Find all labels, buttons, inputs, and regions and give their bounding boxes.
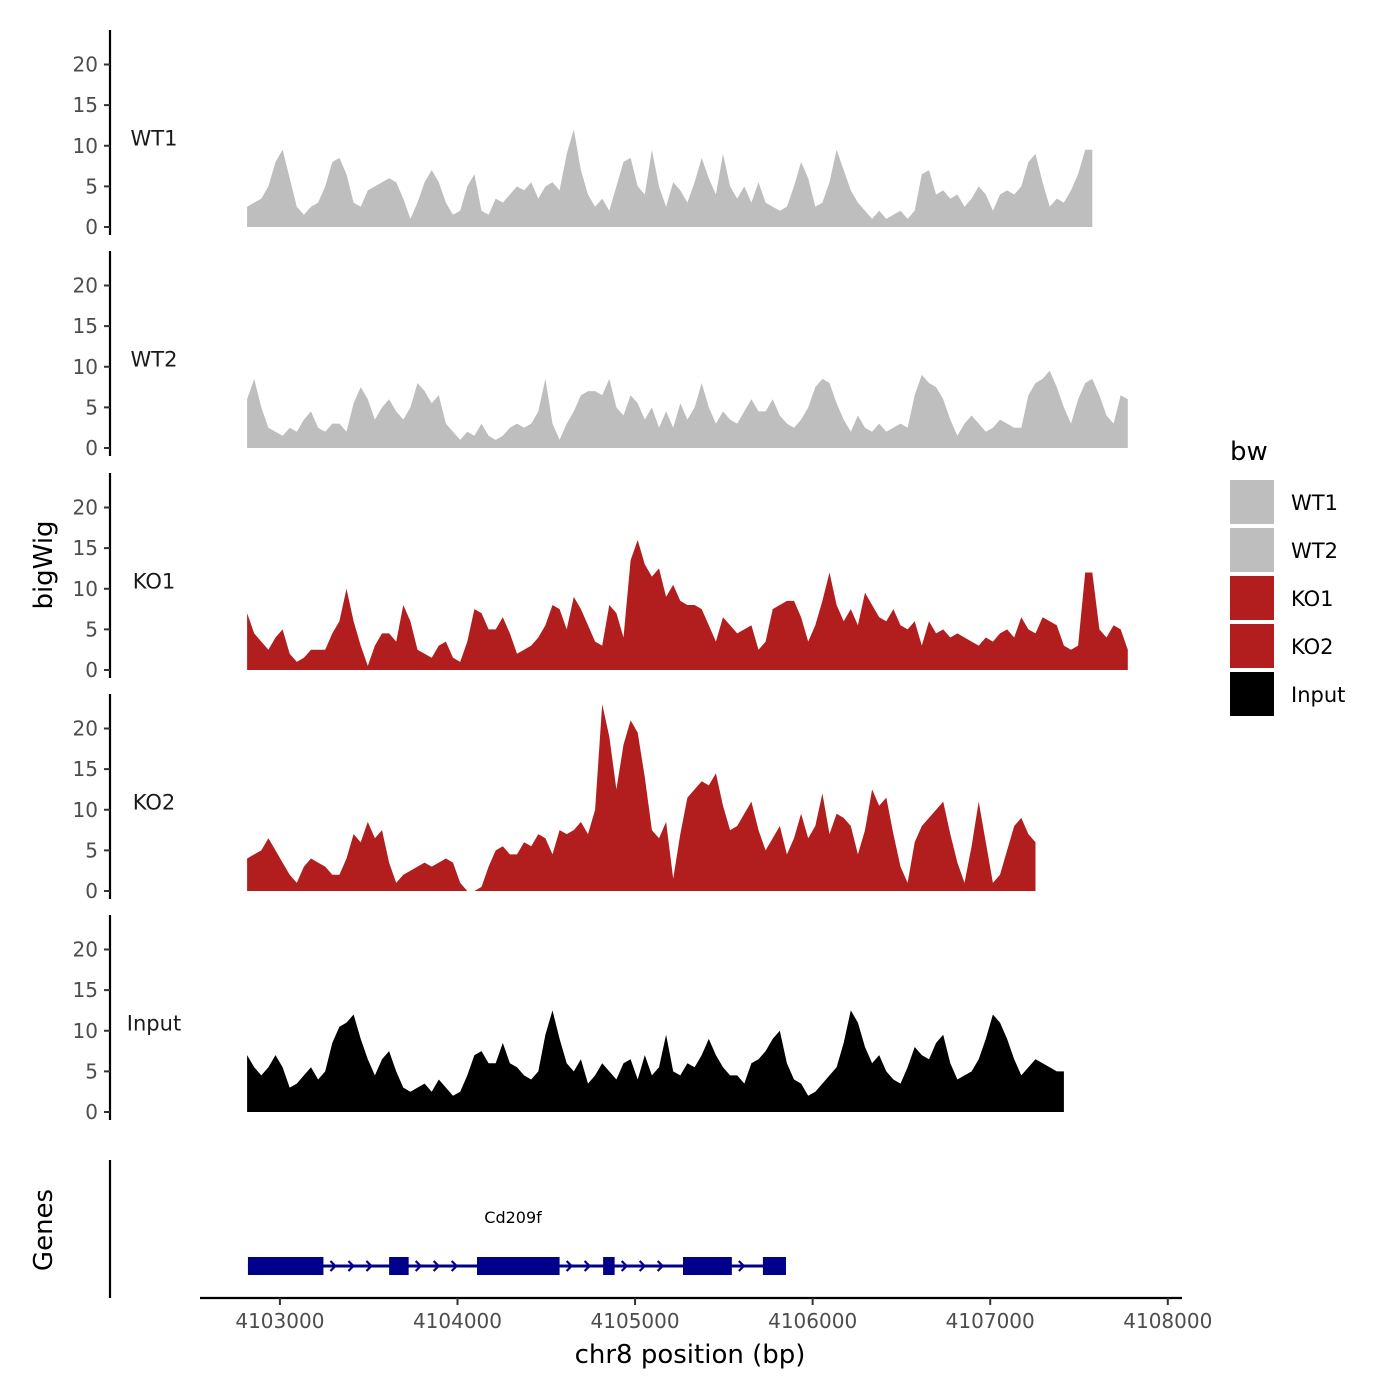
legend-label-wt2: WT2 — [1291, 539, 1338, 563]
legend-key-input — [1230, 672, 1274, 716]
strand-chevron — [638, 1260, 647, 1272]
x-axis-title: chr8 position (bp) — [575, 1340, 806, 1370]
legend-label-ko2: KO2 — [1291, 635, 1334, 659]
strand-chevron — [738, 1260, 746, 1272]
y-tick-label-wt2-0: 0 — [85, 436, 98, 460]
y-tick-label-input-5: 5 — [85, 1059, 98, 1083]
track-label-wt1: WT1 — [131, 127, 178, 151]
y-tick-label-wt1-10: 10 — [73, 134, 98, 158]
strand-chevron — [583, 1260, 592, 1272]
y-tick-label-ko1-10: 10 — [73, 577, 98, 601]
legend-label-wt1: WT1 — [1291, 491, 1338, 515]
gene-panel-title: Genes — [29, 1189, 59, 1271]
y-tick-label-ko2-0: 0 — [85, 879, 98, 903]
track-label-wt2: WT2 — [131, 348, 178, 372]
y-axis-title: bigWig — [29, 520, 59, 609]
track-label-input: Input — [127, 1012, 181, 1036]
y-axes: 0 5 10 15 20 WT1 0 5 10 15 20 WT2 0 5 10 15 20 KO1 0 5 10 15 2… — [73, 30, 181, 1124]
x-tick-label-4107000: 4107000 — [946, 1309, 1035, 1333]
legend-key-wt2 — [1230, 528, 1274, 572]
y-tick-label-ko2-15: 15 — [73, 757, 98, 781]
area-input — [247, 1010, 1064, 1112]
y-tick-label-ko2-10: 10 — [73, 798, 98, 822]
gene-exon-4 — [603, 1257, 615, 1275]
strand-chevron — [656, 1260, 665, 1272]
legend-label-input: Input — [1291, 683, 1345, 707]
y-tick-label-ko2-20: 20 — [73, 717, 98, 741]
gene-exon-1 — [247, 1257, 324, 1275]
y-tick-label-input-15: 15 — [73, 978, 98, 1002]
coverage-tracks — [247, 129, 1128, 1112]
area-wt2 — [247, 370, 1128, 448]
legend-label-ko1: KO1 — [1291, 587, 1334, 611]
strand-chevron — [347, 1260, 355, 1272]
area-ko1 — [247, 540, 1128, 670]
gene-exon-3 — [477, 1257, 560, 1275]
y-tick-label-ko2-5: 5 — [85, 838, 98, 862]
y-tick-label-ko1-15: 15 — [73, 536, 98, 560]
legend-title: bw — [1230, 437, 1268, 467]
x-tick-label-4105000: 4105000 — [591, 1309, 680, 1333]
gene-label-cd209f: Cd209f — [484, 1208, 542, 1227]
gene-panel: Cd209f — [108, 1160, 787, 1298]
area-ko2 — [247, 704, 1036, 891]
legend-key-ko2 — [1230, 624, 1274, 668]
track-label-ko2: KO2 — [133, 791, 176, 815]
y-tick-label-wt2-15: 15 — [73, 314, 98, 338]
legend-key-ko1 — [1230, 576, 1274, 620]
legend: bw WT1 WT2 KO1 KO2 Input — [1230, 437, 1345, 716]
strand-chevron — [432, 1260, 441, 1272]
y-tick-label-wt2-20: 20 — [73, 274, 98, 298]
strand-chevron — [365, 1260, 373, 1272]
strand-chevron — [329, 1260, 337, 1272]
x-tick-label-4106000: 4106000 — [768, 1309, 857, 1333]
area-wt1 — [247, 129, 1093, 227]
y-tick-label-ko1-20: 20 — [73, 496, 98, 520]
y-tick-label-ko1-5: 5 — [85, 617, 98, 641]
x-tick-label-4103000: 4103000 — [235, 1309, 324, 1333]
y-tick-label-wt1-5: 5 — [85, 174, 98, 198]
y-tick-label-input-20: 20 — [73, 938, 98, 962]
y-tick-label-input-0: 0 — [85, 1100, 98, 1124]
strand-chevron — [620, 1260, 629, 1272]
gene-exon-6 — [762, 1257, 787, 1275]
y-tick-label-wt1-0: 0 — [85, 215, 98, 239]
y-tick-label-wt2-10: 10 — [73, 355, 98, 379]
y-tick-label-wt2-5: 5 — [85, 395, 98, 419]
x-tick-label-4104000: 4104000 — [413, 1309, 502, 1333]
y-tick-label-input-10: 10 — [73, 1019, 98, 1043]
legend-key-wt1 — [1230, 480, 1274, 524]
gene-exon-5 — [683, 1257, 732, 1275]
y-tick-label-wt1-20: 20 — [73, 53, 98, 77]
track-label-ko1: KO1 — [133, 570, 176, 594]
y-tick-label-wt1-15: 15 — [73, 93, 98, 117]
x-tick-label-4108000: 4108000 — [1123, 1309, 1212, 1333]
strand-chevron — [565, 1260, 574, 1272]
strand-chevron — [450, 1260, 459, 1272]
strand-chevron — [414, 1260, 423, 1272]
y-tick-label-ko1-0: 0 — [85, 658, 98, 682]
x-axis: 4103000 4104000 4105000 4106000 4107000 41080… — [200, 1296, 1212, 1333]
gene-exon-2 — [389, 1257, 409, 1275]
